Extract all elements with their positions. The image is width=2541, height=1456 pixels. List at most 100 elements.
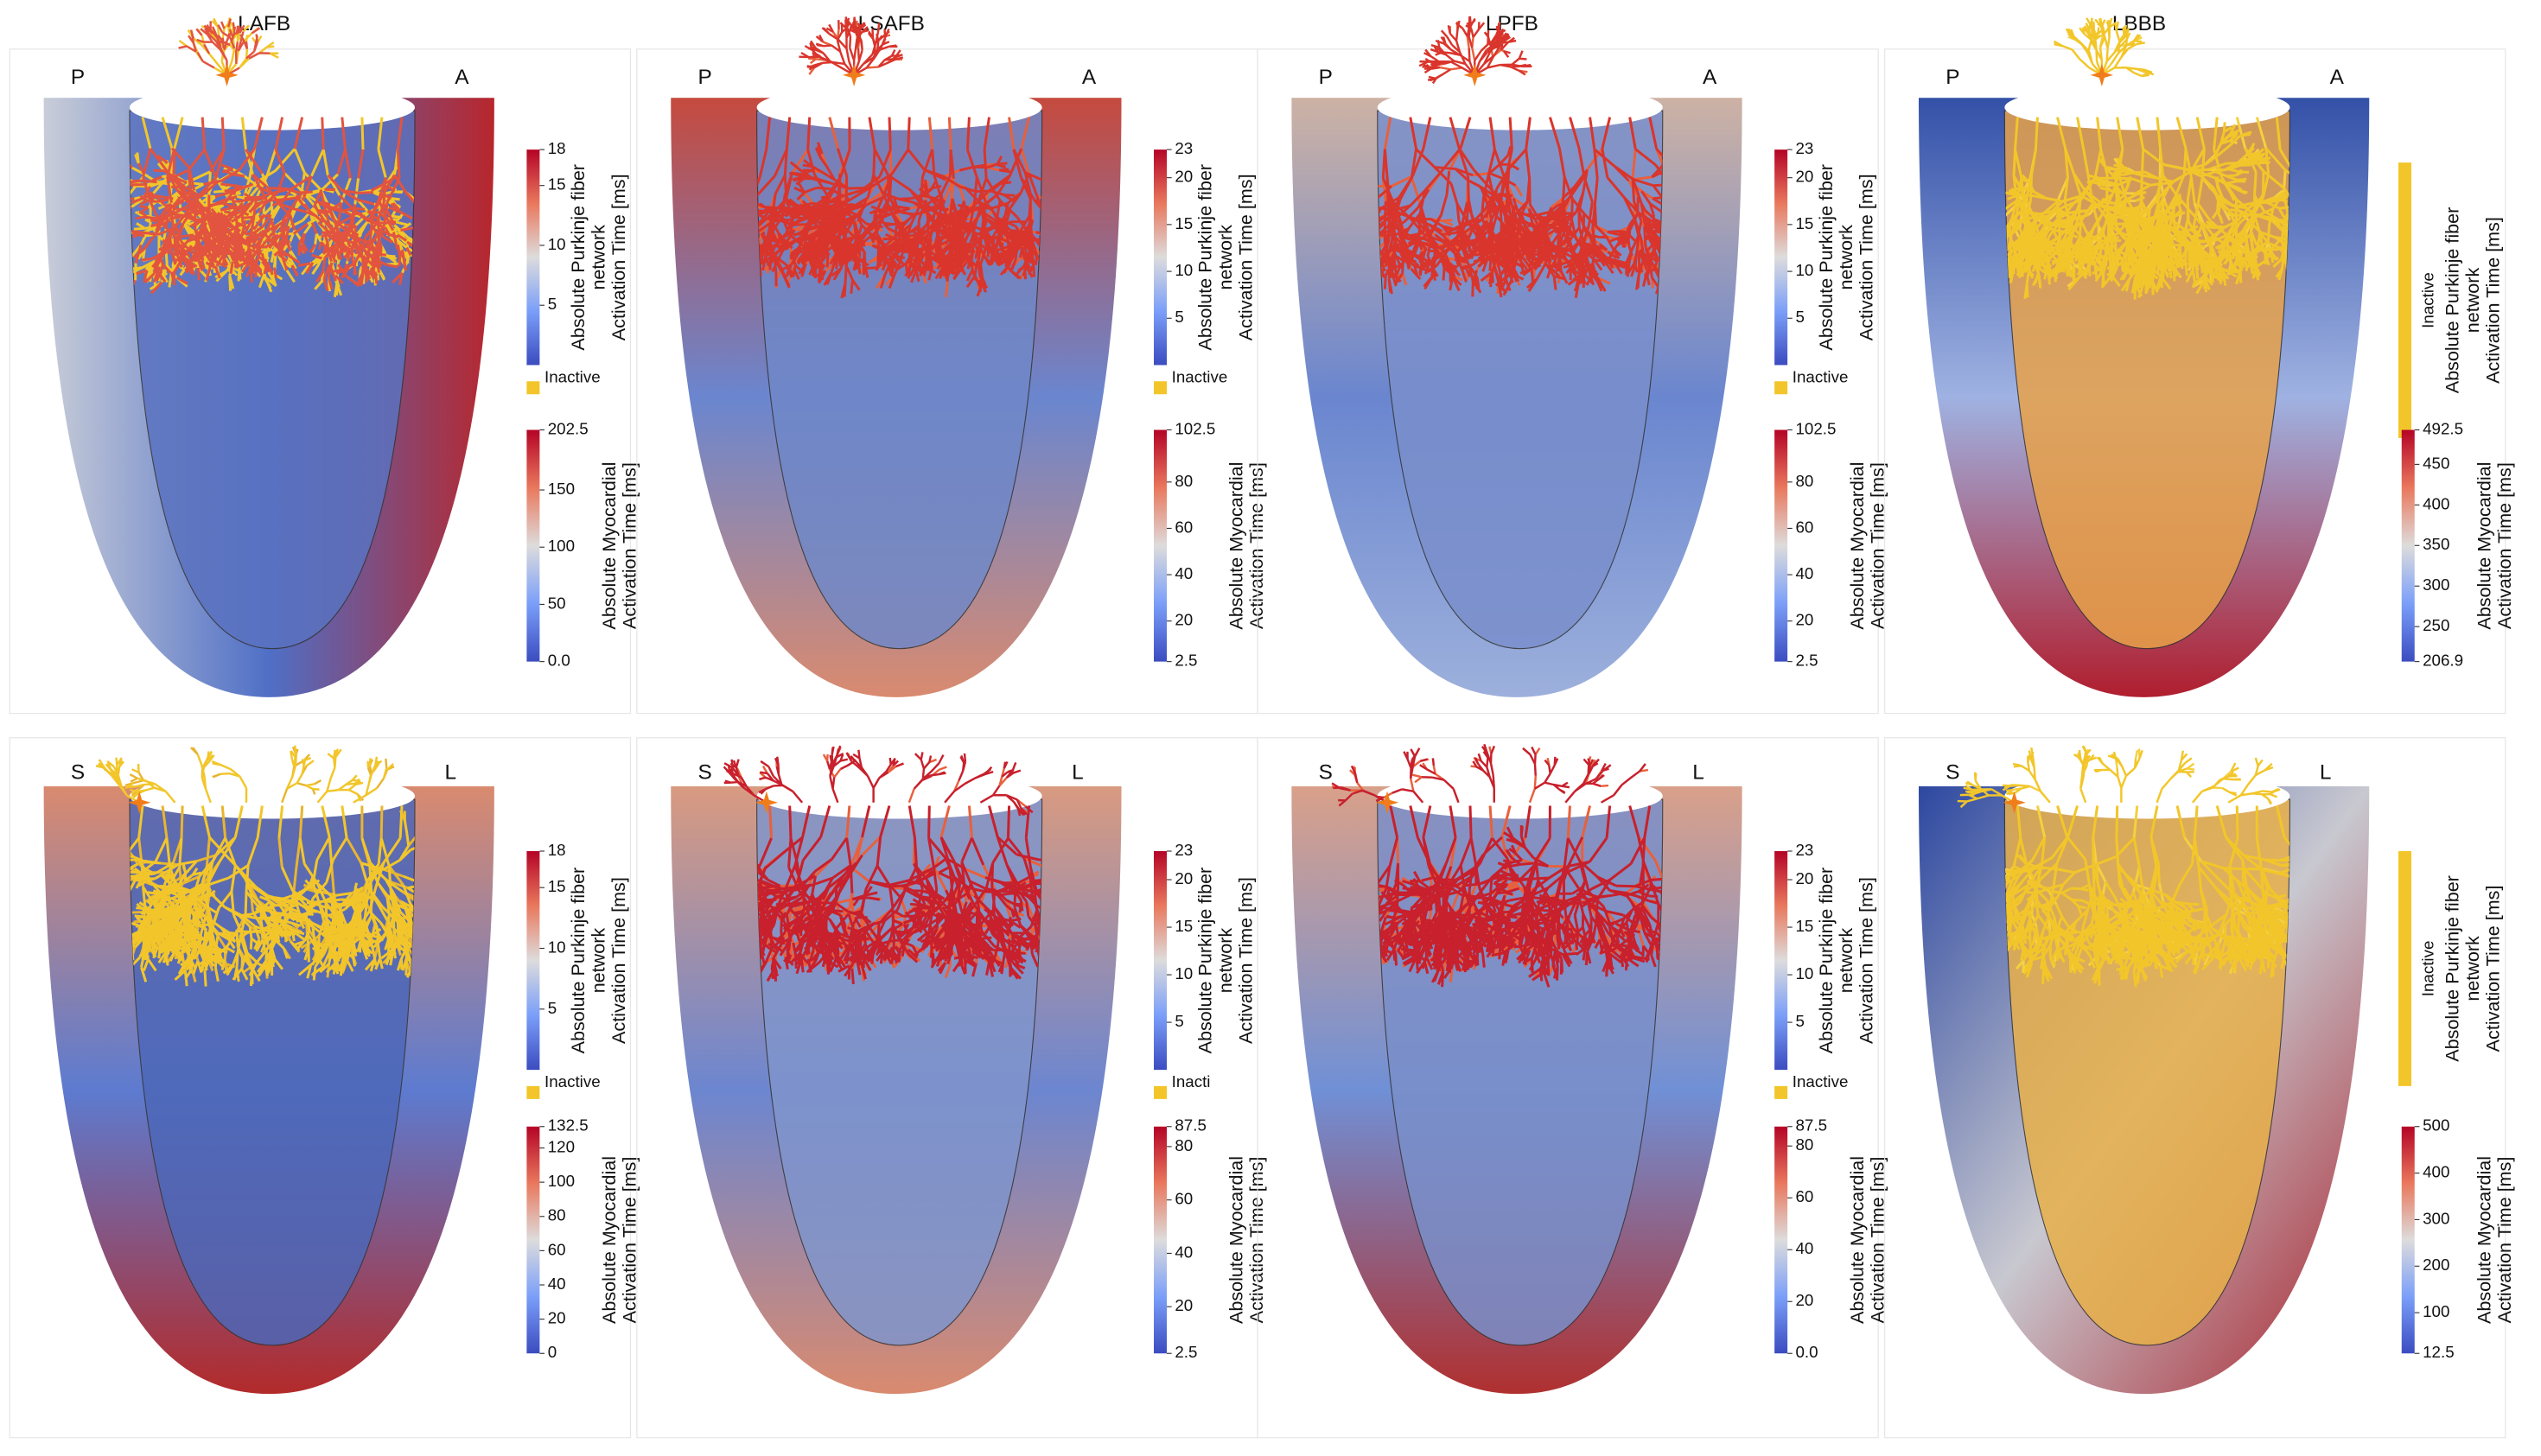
colorbar-title: Absolute Myocardial: [2473, 462, 2494, 630]
colorbar-tick-label: 40: [1175, 564, 1193, 582]
colorbar-tick-label: 23: [1796, 139, 1814, 157]
colorbar-tick-label: 2.5: [1175, 652, 1197, 670]
colorbar: [1774, 149, 1788, 366]
panel: S L Inactive Absolute Purkinje fibernetwork…: [1884, 737, 2515, 1439]
colorbar-title: Activation Time [ms]: [1856, 877, 1877, 1044]
purkinje-fan: [1957, 745, 2281, 809]
colorbar-tick-label: 200: [2423, 1256, 2449, 1274]
colorbar: [1154, 1126, 1167, 1354]
colorbar-tick-label: 202.5: [548, 419, 589, 437]
activation-site: [215, 63, 239, 86]
colorbar-title: Absolute Purkinje fiber: [1815, 868, 1837, 1054]
colorbar-title: Activation Time [ms]: [1235, 877, 1257, 1044]
panel: P A Inactive Absolute Purkinje fibernetwork…: [1884, 17, 2515, 715]
colorbar-tick-label: 40: [1175, 1243, 1193, 1261]
colorbar: [1774, 429, 1788, 662]
inactive-swatch: [1154, 1085, 1167, 1099]
purkinje-branches: [2004, 805, 2290, 988]
colorbar-title: Activation Time [ms]: [1245, 462, 1267, 629]
colorbar-title: network: [2461, 268, 2483, 334]
orientation-label: A: [1082, 66, 1097, 89]
colorbar-tick-label: 23: [1175, 841, 1193, 859]
colorbar-tick-label: 20: [1175, 1296, 1193, 1314]
inactive-label: Inactive: [2419, 941, 2437, 997]
colorbar-tick-label: 250: [2423, 616, 2449, 634]
activation-site: [2003, 791, 2026, 814]
orientation-label: P: [1319, 66, 1333, 89]
purkinje-branches: [756, 117, 1042, 299]
colorbar-tick-label: 100: [2423, 1302, 2449, 1320]
purkinje-branches: [130, 805, 415, 987]
colorbar-tick-label: 0.0: [1796, 1343, 1818, 1361]
orientation-label: S: [698, 760, 712, 784]
colorbar: [1154, 149, 1167, 366]
colorbar-tick-label: 12.5: [2423, 1343, 2455, 1361]
purkinje-branches: [130, 117, 415, 295]
colorbar-tick-label: 60: [1796, 518, 1814, 536]
panel-frame: [9, 737, 631, 1439]
colorbar: [526, 149, 540, 366]
orientation-label: L: [1072, 760, 1084, 784]
colorbar-tick-label: 100: [548, 537, 575, 555]
colorbar-tick-label: 18: [548, 841, 566, 859]
inactive-swatch: [1774, 1085, 1788, 1099]
colorbar-tick-label: 5: [1796, 1012, 1805, 1030]
activation-site: [843, 63, 866, 86]
inactive-label: Inactive: [544, 1072, 601, 1090]
colorbar-tick-label: 400: [2423, 494, 2449, 512]
colorbar-tick-label: 40: [1796, 564, 1814, 582]
colorbar-tick-label: 492.5: [2423, 419, 2463, 437]
colorbar-tick-label: 40: [1796, 1239, 1814, 1257]
activation-site: [128, 791, 151, 814]
colorbar-tick-label: 80: [1796, 472, 1814, 490]
colorbar-tick-label: 5: [548, 999, 557, 1017]
colorbar-tick-label: 400: [2423, 1163, 2449, 1181]
colorbar-title: Absolute Purkinje fiber: [1815, 164, 1837, 351]
purkinje-fan: [1418, 16, 1532, 85]
colorbar-title: Absolute Myocardial: [1846, 462, 1868, 630]
activation-site: [2090, 63, 2113, 86]
colorbar-tick-label: 20: [1175, 869, 1193, 887]
purkinje-fan: [723, 745, 1034, 817]
colorbar-title: Absolute Myocardial: [1226, 462, 1247, 630]
colorbar-title: network: [1214, 928, 1236, 994]
colorbar-tick-label: 20: [548, 1309, 566, 1327]
orientation-label: S: [1319, 760, 1333, 784]
inactive-swatch: [1154, 381, 1167, 395]
column-title: LPFB: [1486, 12, 1538, 35]
panel: S L 23 20 15 10 5 Absolute Purkinje fibernetwor…: [1257, 737, 1888, 1439]
panel-frame: [9, 48, 631, 715]
orientation-label: A: [2330, 66, 2345, 89]
colorbar-title: Absolute Myocardial: [2473, 1156, 2494, 1324]
colorbar-title: Activation Time [ms]: [2493, 1157, 2515, 1324]
colorbar: [1774, 851, 1788, 1071]
colorbar-title: Absolute Purkinje fiber: [2441, 207, 2462, 394]
colorbar-tick-label: 102.5: [1175, 419, 1215, 437]
colorbar-tick-label: 300: [2423, 575, 2449, 594]
column-title: LAFB: [238, 12, 290, 35]
colorbar-tick-label: 15: [1175, 214, 1193, 232]
colorbar-title: Absolute Myocardial: [1226, 1156, 1247, 1324]
colorbar: [1774, 1126, 1788, 1354]
colorbar-tick-label: 60: [1796, 1187, 1814, 1205]
purkinje-fan: [178, 18, 271, 76]
column-title: LBBB: [2112, 12, 2166, 35]
colorbar-tick-label: 60: [1175, 1190, 1193, 1208]
heart-top: [1917, 57, 2372, 99]
colorbar-tick-label: 23: [1796, 841, 1814, 859]
colorbar-tick-label: 100: [548, 1172, 575, 1190]
colorbar-title: Absolute Myocardial: [598, 1156, 620, 1324]
colorbar-tick-label: 87.5: [1796, 1116, 1828, 1135]
colorbar-title: Activation Time [ms]: [608, 877, 629, 1044]
colorbar-title: Activation Time [ms]: [1856, 174, 1877, 340]
colorbar-tick-label: 18: [548, 139, 566, 157]
colorbar-tick-label: 10: [548, 235, 566, 253]
colorbar-title: network: [1835, 928, 1856, 994]
colorbar-tick-label: 450: [2423, 454, 2449, 472]
colorbar-title: Activation Time [ms]: [2481, 886, 2503, 1052]
colorbar-tick-label: 10: [1796, 964, 1814, 982]
